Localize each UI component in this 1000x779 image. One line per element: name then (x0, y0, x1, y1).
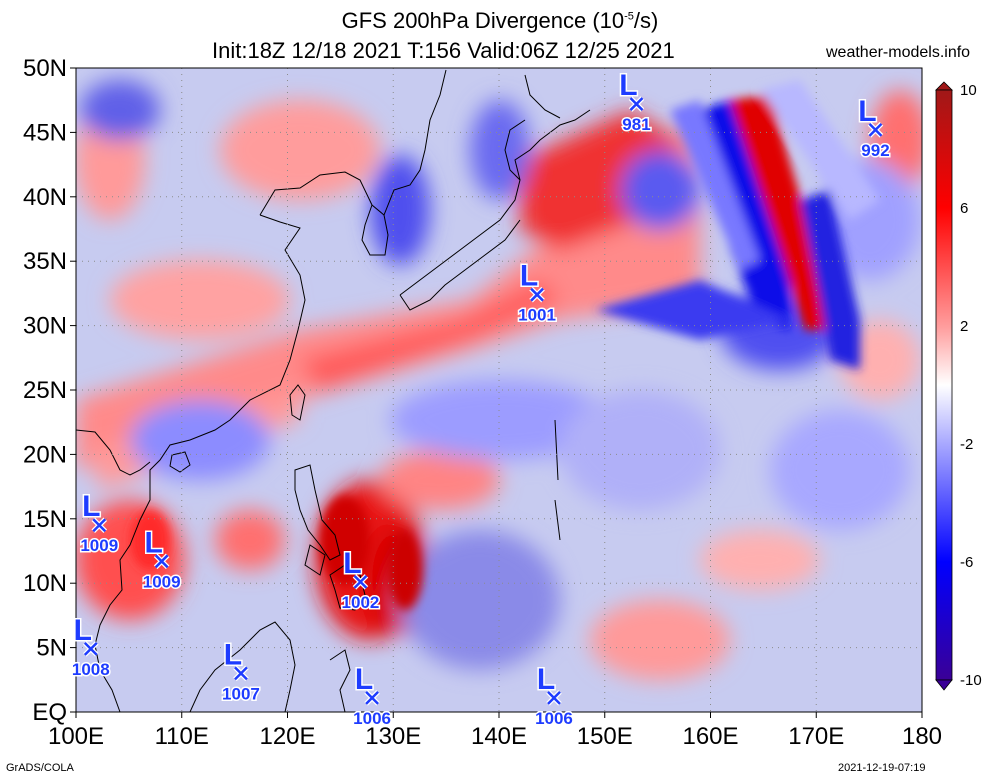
low-pressure-marker: L 1009 (141, 525, 182, 593)
low-letter: L (343, 547, 361, 580)
low-cross (868, 122, 883, 137)
low-pressure-value: 1002 (342, 593, 380, 612)
colorbar-label: -10 (960, 672, 982, 689)
low-pressure-marker: L 1006 (534, 661, 575, 729)
lon-tick-label: 110E (155, 723, 209, 750)
low-pressure-marker: L 1008 (70, 612, 111, 680)
low-letter: L (144, 526, 162, 559)
lon-tick-label: 180 (902, 723, 942, 750)
lon-tick-label: 140E (471, 723, 527, 750)
low-letter: L (224, 638, 242, 671)
low-cross (83, 642, 98, 656)
low-pressure-marker: L 992 (857, 93, 891, 161)
low-pressure-value: 1006 (535, 709, 573, 728)
lat-tick-label: 10N (23, 570, 67, 597)
low-pressure-marker: L 1002 (340, 545, 381, 613)
coastlines (76, 69, 591, 712)
timestamp-label: 2021-12-19-07:19 (838, 762, 926, 774)
credit-label: GrADS/COLA (6, 762, 74, 774)
low-letter: L (858, 95, 876, 128)
colorbar-label: 10 (960, 82, 977, 99)
low-pressure-marker: L 981 (618, 68, 652, 136)
low-letter: L (82, 490, 100, 523)
lon-tick-label: 100E (48, 723, 104, 750)
low-pressure-value: 1009 (80, 536, 118, 555)
map-subtitle: Init:18Z 12/18 2021 T:156 Valid:06Z 12/2… (212, 38, 675, 63)
low-letter: L (355, 663, 373, 696)
low-pressure-value: 1009 (143, 572, 181, 591)
lon-tick-label: 120E (259, 723, 315, 750)
lat-tick-label: 50N (23, 55, 67, 82)
low-pressure-marker: L 1001 (517, 258, 558, 326)
lat-tick-label: 40N (23, 184, 67, 211)
lon-tick-label: 130E (365, 723, 421, 750)
lat-tick-label: 20N (23, 441, 67, 468)
lon-tick-label: 160E (682, 723, 738, 750)
low-letter: L (74, 614, 92, 647)
low-pressure-marker: L 1006 (352, 661, 393, 729)
low-pressure-value: 1001 (518, 306, 556, 325)
lat-tick-label: 5N (36, 635, 67, 662)
low-cross (234, 666, 248, 681)
lat-tick-label: 35N (23, 248, 67, 275)
low-pressure-marker: L 1009 (79, 489, 120, 557)
low-cross (353, 575, 368, 589)
low-cross (154, 554, 169, 569)
colorbar (935, 81, 953, 691)
colorbar-label: -6 (960, 554, 973, 571)
low-cross (365, 690, 379, 705)
lon-tick-label: 150E (577, 723, 633, 750)
low-letter: L (537, 663, 555, 696)
low-pressure-value: 1006 (353, 709, 391, 728)
divergence-field (76, 68, 922, 712)
low-pressure-marker: L 1007 (221, 637, 262, 705)
low-pressure-value: 1007 (222, 684, 260, 703)
low-letter: L (520, 260, 538, 293)
low-letter: L (619, 69, 637, 102)
lat-tick-label: 25N (23, 377, 67, 404)
low-cross (547, 690, 561, 705)
lon-tick-label: 170E (788, 723, 844, 750)
low-cross (629, 97, 644, 111)
lat-tick-label: EQ (32, 699, 67, 726)
map-title: GFS 200hPa Divergence (10-5/s) (341, 8, 659, 33)
low-pressure-value: 981 (622, 115, 650, 134)
low-cross (92, 518, 107, 533)
lat-tick-label: 15N (23, 506, 67, 533)
lat-tick-label: 45N (23, 119, 67, 146)
colorbar-label: 6 (960, 200, 968, 217)
low-pressure-value: 1008 (72, 660, 110, 679)
colorbar-label: 2 (960, 318, 968, 335)
low-cross (530, 287, 544, 302)
lat-tick-label: 30N (23, 313, 67, 340)
colorbar-label: -2 (960, 436, 973, 453)
site-label: weather-models.info (826, 44, 971, 61)
low-pressure-value: 992 (861, 141, 889, 160)
